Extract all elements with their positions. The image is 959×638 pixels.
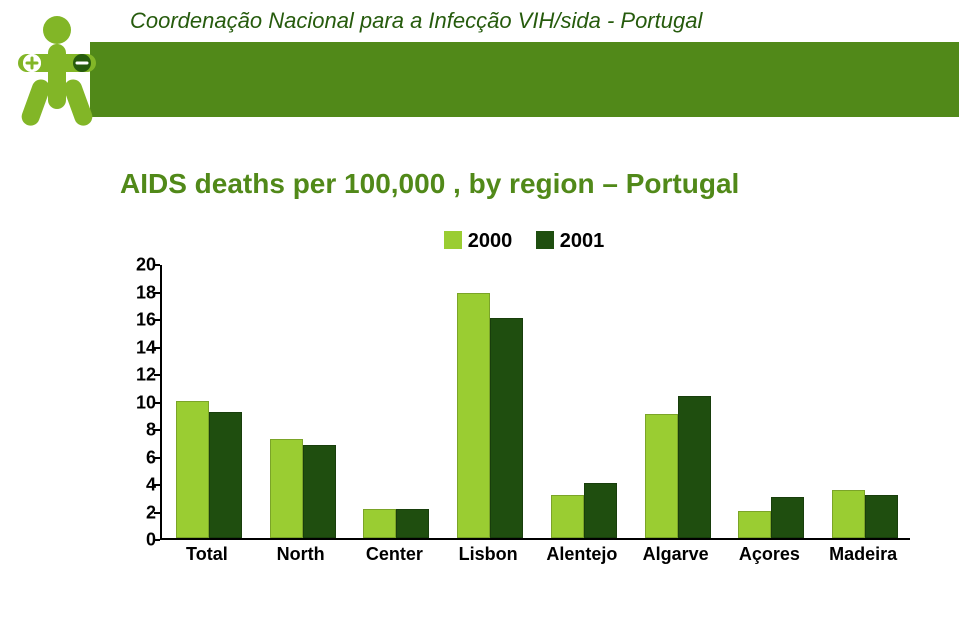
bar-series-1 — [865, 495, 898, 538]
bar-series-0 — [551, 495, 584, 538]
bar-series-0 — [738, 511, 771, 539]
y-tick-mark — [154, 429, 160, 431]
bar-group — [363, 263, 429, 538]
legend-label-0: 2000 — [468, 230, 513, 252]
y-tick-label: 10 — [120, 392, 156, 413]
bar-group — [176, 263, 242, 538]
x-category-label: Center — [366, 544, 423, 565]
bar-chart: 2000 2001 0 2 4 6 8 10 12 14 16 18 20 Total North Ce… — [120, 230, 910, 590]
x-category-label: Algarve — [643, 544, 709, 565]
page-header: Coordenação Nacional para a Infecção VIH… — [0, 0, 959, 140]
bar-group — [738, 263, 804, 538]
bar-series-1 — [209, 412, 242, 539]
legend-label-1: 2001 — [560, 230, 605, 252]
bar-series-0 — [645, 414, 678, 538]
bar-group — [832, 263, 898, 538]
y-tick-mark — [154, 319, 160, 321]
bar-group — [457, 263, 523, 538]
legend: 2000 2001 — [120, 230, 910, 253]
bar-series-1 — [678, 396, 711, 538]
y-tick-label: 14 — [120, 337, 156, 358]
header-band — [90, 42, 959, 117]
y-tick-mark — [154, 264, 160, 266]
y-tick-label: 20 — [120, 255, 156, 276]
bar-series-0 — [363, 509, 396, 538]
y-tick-mark — [154, 347, 160, 349]
y-tick-label: 4 — [120, 475, 156, 496]
y-tick-label: 18 — [120, 282, 156, 303]
x-category-label: Madeira — [829, 544, 897, 565]
axis-area — [160, 265, 910, 540]
x-category-label: North — [277, 544, 325, 565]
x-category-label: Alentejo — [546, 544, 617, 565]
plot-area: 02468101214161820 TotalNorthCenterLisbon… — [120, 265, 910, 560]
y-tick-mark — [154, 402, 160, 404]
y-tick-label: 8 — [120, 420, 156, 441]
y-tick-label: 2 — [120, 502, 156, 523]
x-category-label: Lisbon — [459, 544, 518, 565]
x-category-label: Total — [186, 544, 228, 565]
y-tick-label: 16 — [120, 310, 156, 331]
bar-series-1 — [303, 445, 336, 539]
bar-group — [645, 263, 711, 538]
header-title: Coordenação Nacional para a Infecção VIH… — [130, 8, 702, 34]
y-tick-mark — [154, 292, 160, 294]
y-tick-mark — [154, 484, 160, 486]
legend-swatch-0 — [444, 231, 462, 249]
bar-series-0 — [457, 293, 490, 538]
bar-series-0 — [832, 490, 865, 538]
bar-group — [270, 263, 336, 538]
y-tick-label: 6 — [120, 447, 156, 468]
chart-title: AIDS deaths per 100,000 , by region – Po… — [120, 168, 739, 200]
bar-series-1 — [584, 483, 617, 538]
bar-series-0 — [270, 439, 303, 538]
y-tick-mark — [154, 512, 160, 514]
legend-swatch-1 — [536, 231, 554, 249]
bar-series-1 — [396, 509, 429, 538]
y-tick-label: 0 — [120, 530, 156, 551]
y-tick-mark — [154, 374, 160, 376]
y-tick-mark — [154, 457, 160, 459]
y-tick-mark — [154, 539, 160, 541]
bar-group — [551, 263, 617, 538]
person-logo-icon — [10, 10, 105, 140]
y-tick-label: 12 — [120, 365, 156, 386]
bar-series-0 — [176, 401, 209, 539]
bar-series-1 — [771, 497, 804, 538]
bar-series-1 — [490, 318, 523, 538]
x-category-label: Açores — [739, 544, 800, 565]
